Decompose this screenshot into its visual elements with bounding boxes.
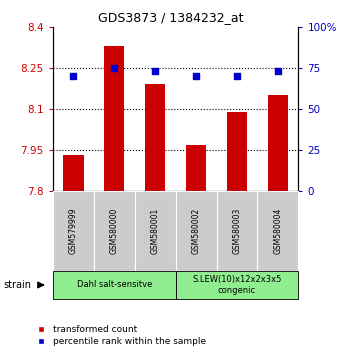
Legend: transformed count, percentile rank within the sample: transformed count, percentile rank withi…: [32, 325, 206, 346]
Text: GSM580000: GSM580000: [110, 208, 119, 254]
Text: GSM580002: GSM580002: [192, 208, 201, 254]
Text: GSM580004: GSM580004: [273, 208, 282, 254]
Point: [193, 73, 199, 79]
Text: GSM580003: GSM580003: [233, 208, 241, 254]
Text: strain: strain: [3, 280, 31, 290]
Point: [275, 68, 281, 74]
Text: Dahl salt-sensitve: Dahl salt-sensitve: [76, 280, 152, 290]
Point: [234, 73, 240, 79]
Bar: [227, 112, 247, 191]
Bar: [104, 46, 124, 191]
Bar: [145, 84, 165, 191]
Text: S.LEW(10)x12x2x3x5
congenic: S.LEW(10)x12x2x3x5 congenic: [192, 275, 282, 295]
Text: GSM579999: GSM579999: [69, 208, 78, 254]
Point: [152, 68, 158, 74]
Bar: [186, 144, 206, 191]
Bar: [63, 155, 84, 191]
Point: [112, 65, 117, 70]
Text: GDS3873 / 1384232_at: GDS3873 / 1384232_at: [98, 11, 243, 24]
Point: [71, 73, 76, 79]
Bar: [268, 95, 288, 191]
Text: GSM580001: GSM580001: [151, 208, 160, 254]
